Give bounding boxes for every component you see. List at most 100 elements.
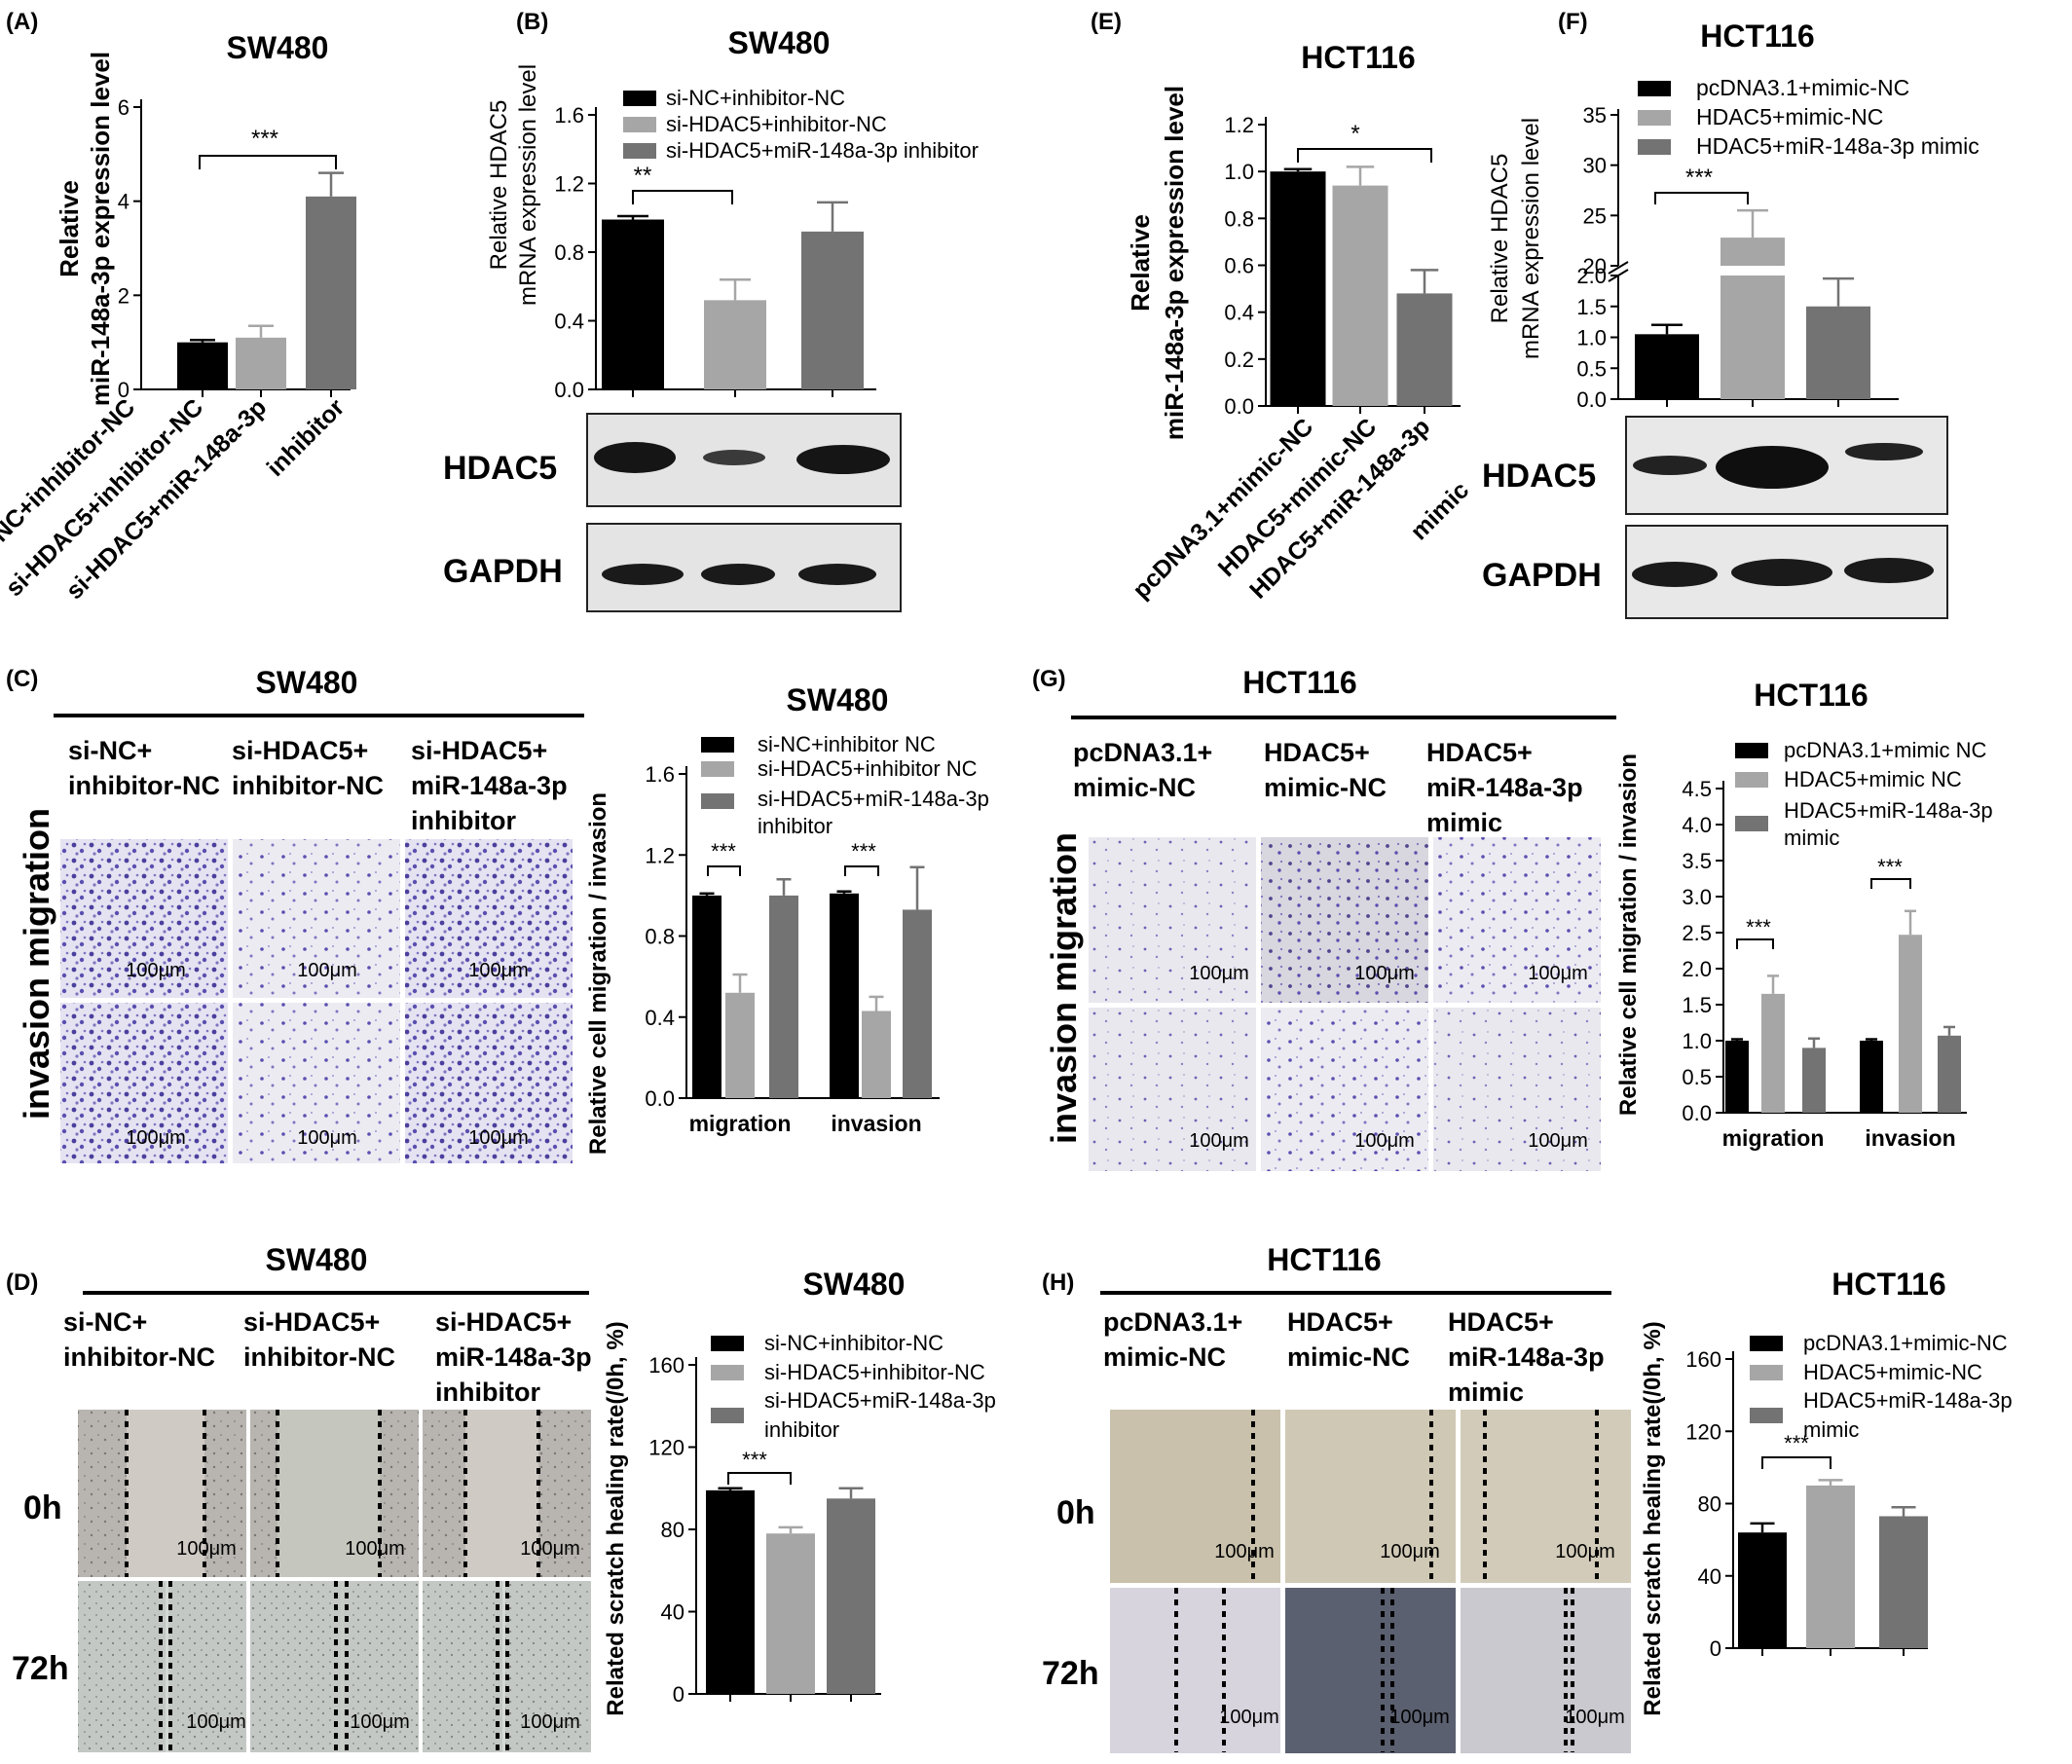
panel-g-group2-l2: mimic-NC [1264,773,1387,802]
panel-f-gapdh-band-3 [1844,558,1934,583]
panel-h: (H) HCT116 pcDNA3.1+ mimic-NC HDAC5+ mim… [1042,1242,2013,1753]
panel-f-band-3 [1845,443,1923,460]
panel-b-gapdh-band-2 [701,564,775,585]
panel-a-bar-0 [177,342,228,389]
panel-g-x-label-0: migration [1722,1125,1825,1151]
panel-a-sig-bracket [199,155,337,169]
panel-f-y-tick-label-2: 1.0 [1576,326,1607,350]
panel-c-bar-1-0 [725,992,755,1098]
panel-b-legend-swatch-2 [623,117,656,132]
panel-d-wound-0h-2 [278,1410,380,1577]
panel-b-band-2 [703,450,765,465]
panel-d-bar-0 [706,1489,755,1694]
panel-d-group2-l1: si-HDAC5+ [243,1307,380,1337]
panel-c-image-inv-3 [405,1003,573,1163]
panel-d-y-tick-label-3: 120 [648,1436,684,1460]
panel-g-image-mig-2 [1261,837,1428,1003]
panel-c-legend-2: si-HDAC5+inhibitor NC [758,756,978,781]
panel-d-legend-4: inhibitor [764,1417,839,1442]
panel-d-time-72h: 72h [12,1650,69,1687]
panel-c-ylabel: Relative cell migration / invasion [585,792,611,1155]
panel-g-y-tick-label-2: 1.0 [1682,1029,1712,1053]
panel-g-legend-swatch-1 [1735,743,1768,758]
panel-c-legend-1: si-NC+inhibitor NC [758,732,936,756]
panel-c-x-label-1: invasion [831,1111,921,1136]
panel-e-xlabel-4: mimic [1405,476,1474,545]
panel-d-wound-72h-2 [341,1581,344,1752]
panel-c-sig-2: *** [851,839,876,864]
panel-c-scale-6: 100μm [468,1127,529,1149]
panel-c-scale-1: 100μm [126,960,186,981]
panel-c-sig-1: *** [711,839,736,864]
panel-h-letter: (H) [1042,1269,1074,1296]
panel-a-y-tick-label-0: 0 [118,378,130,402]
panel-d-y-tick-label-0: 0 [673,1682,684,1707]
panel-e-y-tick-label-6: 1.2 [1224,113,1254,137]
panel-c-scale-2: 100μm [297,960,357,981]
panel-d-title: SW480 [266,1242,368,1277]
panel-f-legend-swatch-1 [1638,81,1671,96]
panel-e-title: HCT116 [1301,40,1415,75]
panel-h-group1-l2: mimic-NC [1103,1342,1226,1372]
panel-a-y-tick-label-2: 4 [118,190,130,214]
panel-g-bar-0-1 [1860,1041,1883,1113]
panel-b-band-3 [796,445,890,474]
panel-c-group2-l2: inhibitor-NC [232,771,384,800]
panel-h-y-tick-label-4: 160 [1685,1347,1721,1372]
panel-h-sig-bracket [1761,1456,1832,1469]
panel-d-scale-1: 100μm [176,1538,237,1560]
panel-b-gapdh-band-1 [602,564,684,585]
panel-g-legend-swatch-3 [1735,816,1768,831]
panel-g-side-label: invasion migration [1044,832,1084,1144]
panel-b-y-tick-label-2: 0.8 [554,240,584,265]
panel-h-legend-3: HDAC5+miR-148a-3p [1803,1388,2013,1413]
panel-g-y-tick-label-6: 3.0 [1682,885,1712,909]
panel-g-scale-5: 100μm [1354,1130,1415,1152]
panel-f-ylabel-2: mRNA expression level [1518,118,1544,359]
panel-b-ylabel-2: mRNA expression level [515,64,541,306]
panel-c-bar-0-1 [830,893,859,1098]
panel-g-image-inv-2 [1261,1008,1428,1171]
panel-f-bar-2 [1806,306,1870,399]
panel-d-bar-1 [766,1533,815,1694]
panel-f-axis-break-mark-1 [1608,261,1629,275]
panel-h-scale-5: 100μm [1389,1707,1450,1728]
panel-g-inv-sig-bracket [1870,878,1911,889]
panel-h-scratch-lines [1174,1410,1599,1752]
panel-g-legend-1: pcDNA3.1+mimic NC [1784,738,1987,762]
panel-f-legend-3: HDAC5+miR-148a-3p mimic [1696,133,1980,159]
panel-f-legend-swatch-3 [1638,139,1671,155]
panel-d-time-0h: 0h [23,1489,62,1526]
panel-h-chart-title: HCT116 [1832,1267,1945,1302]
panel-e-letter: (E) [1091,9,1122,35]
panel-a-title: SW480 [227,30,329,65]
panel-g-y-tick-label-3: 1.5 [1682,993,1712,1017]
panel-g-bar-0-0 [1725,1041,1749,1113]
panel-h-scale-1: 100μm [1214,1541,1275,1562]
panel-b-title: SW480 [728,25,831,60]
panel-g-group2-l1: HDAC5+ [1264,738,1370,767]
panel-c-group3-l1: si-HDAC5+ [411,736,547,765]
panel-e-y-tick-label-4: 0.8 [1224,206,1254,231]
panel-g-legend-4: mimic [1784,826,1839,850]
panel-g-scale-6: 100μm [1528,1130,1588,1152]
panel-h-group3-l3: mimic [1448,1378,1524,1407]
panel-e-bar-1 [1332,185,1388,406]
panel-h-group3-l1: HDAC5+ [1448,1307,1554,1337]
panel-c-image-inv-1 [60,1003,228,1163]
panel-e-y-tick-label-3: 0.6 [1224,254,1254,278]
panel-f-bar-0 [1635,334,1699,399]
panel-h-y-tick-label-2: 80 [1698,1492,1721,1517]
panel-f-y-tick-label-8: 35 [1583,103,1607,128]
panel-d-scale-5: 100μm [350,1711,410,1733]
panel-e-sig: * [1350,121,1359,147]
panel-f-legend-1: pcDNA3.1+mimic-NC [1696,75,1909,100]
panel-f-letter: (F) [1558,9,1588,35]
panel-d-y-tick-label-1: 40 [661,1600,684,1625]
panel-c-side-label: invasion migration [17,808,56,1120]
panel-f-blot1-label: HDAC5 [1482,458,1596,495]
panel-c-legend-swatch-3 [701,793,734,809]
panel-c-chart-title: SW480 [787,682,889,717]
panel-h-scale-2: 100μm [1380,1541,1440,1562]
panel-b-sig: ** [634,163,652,189]
